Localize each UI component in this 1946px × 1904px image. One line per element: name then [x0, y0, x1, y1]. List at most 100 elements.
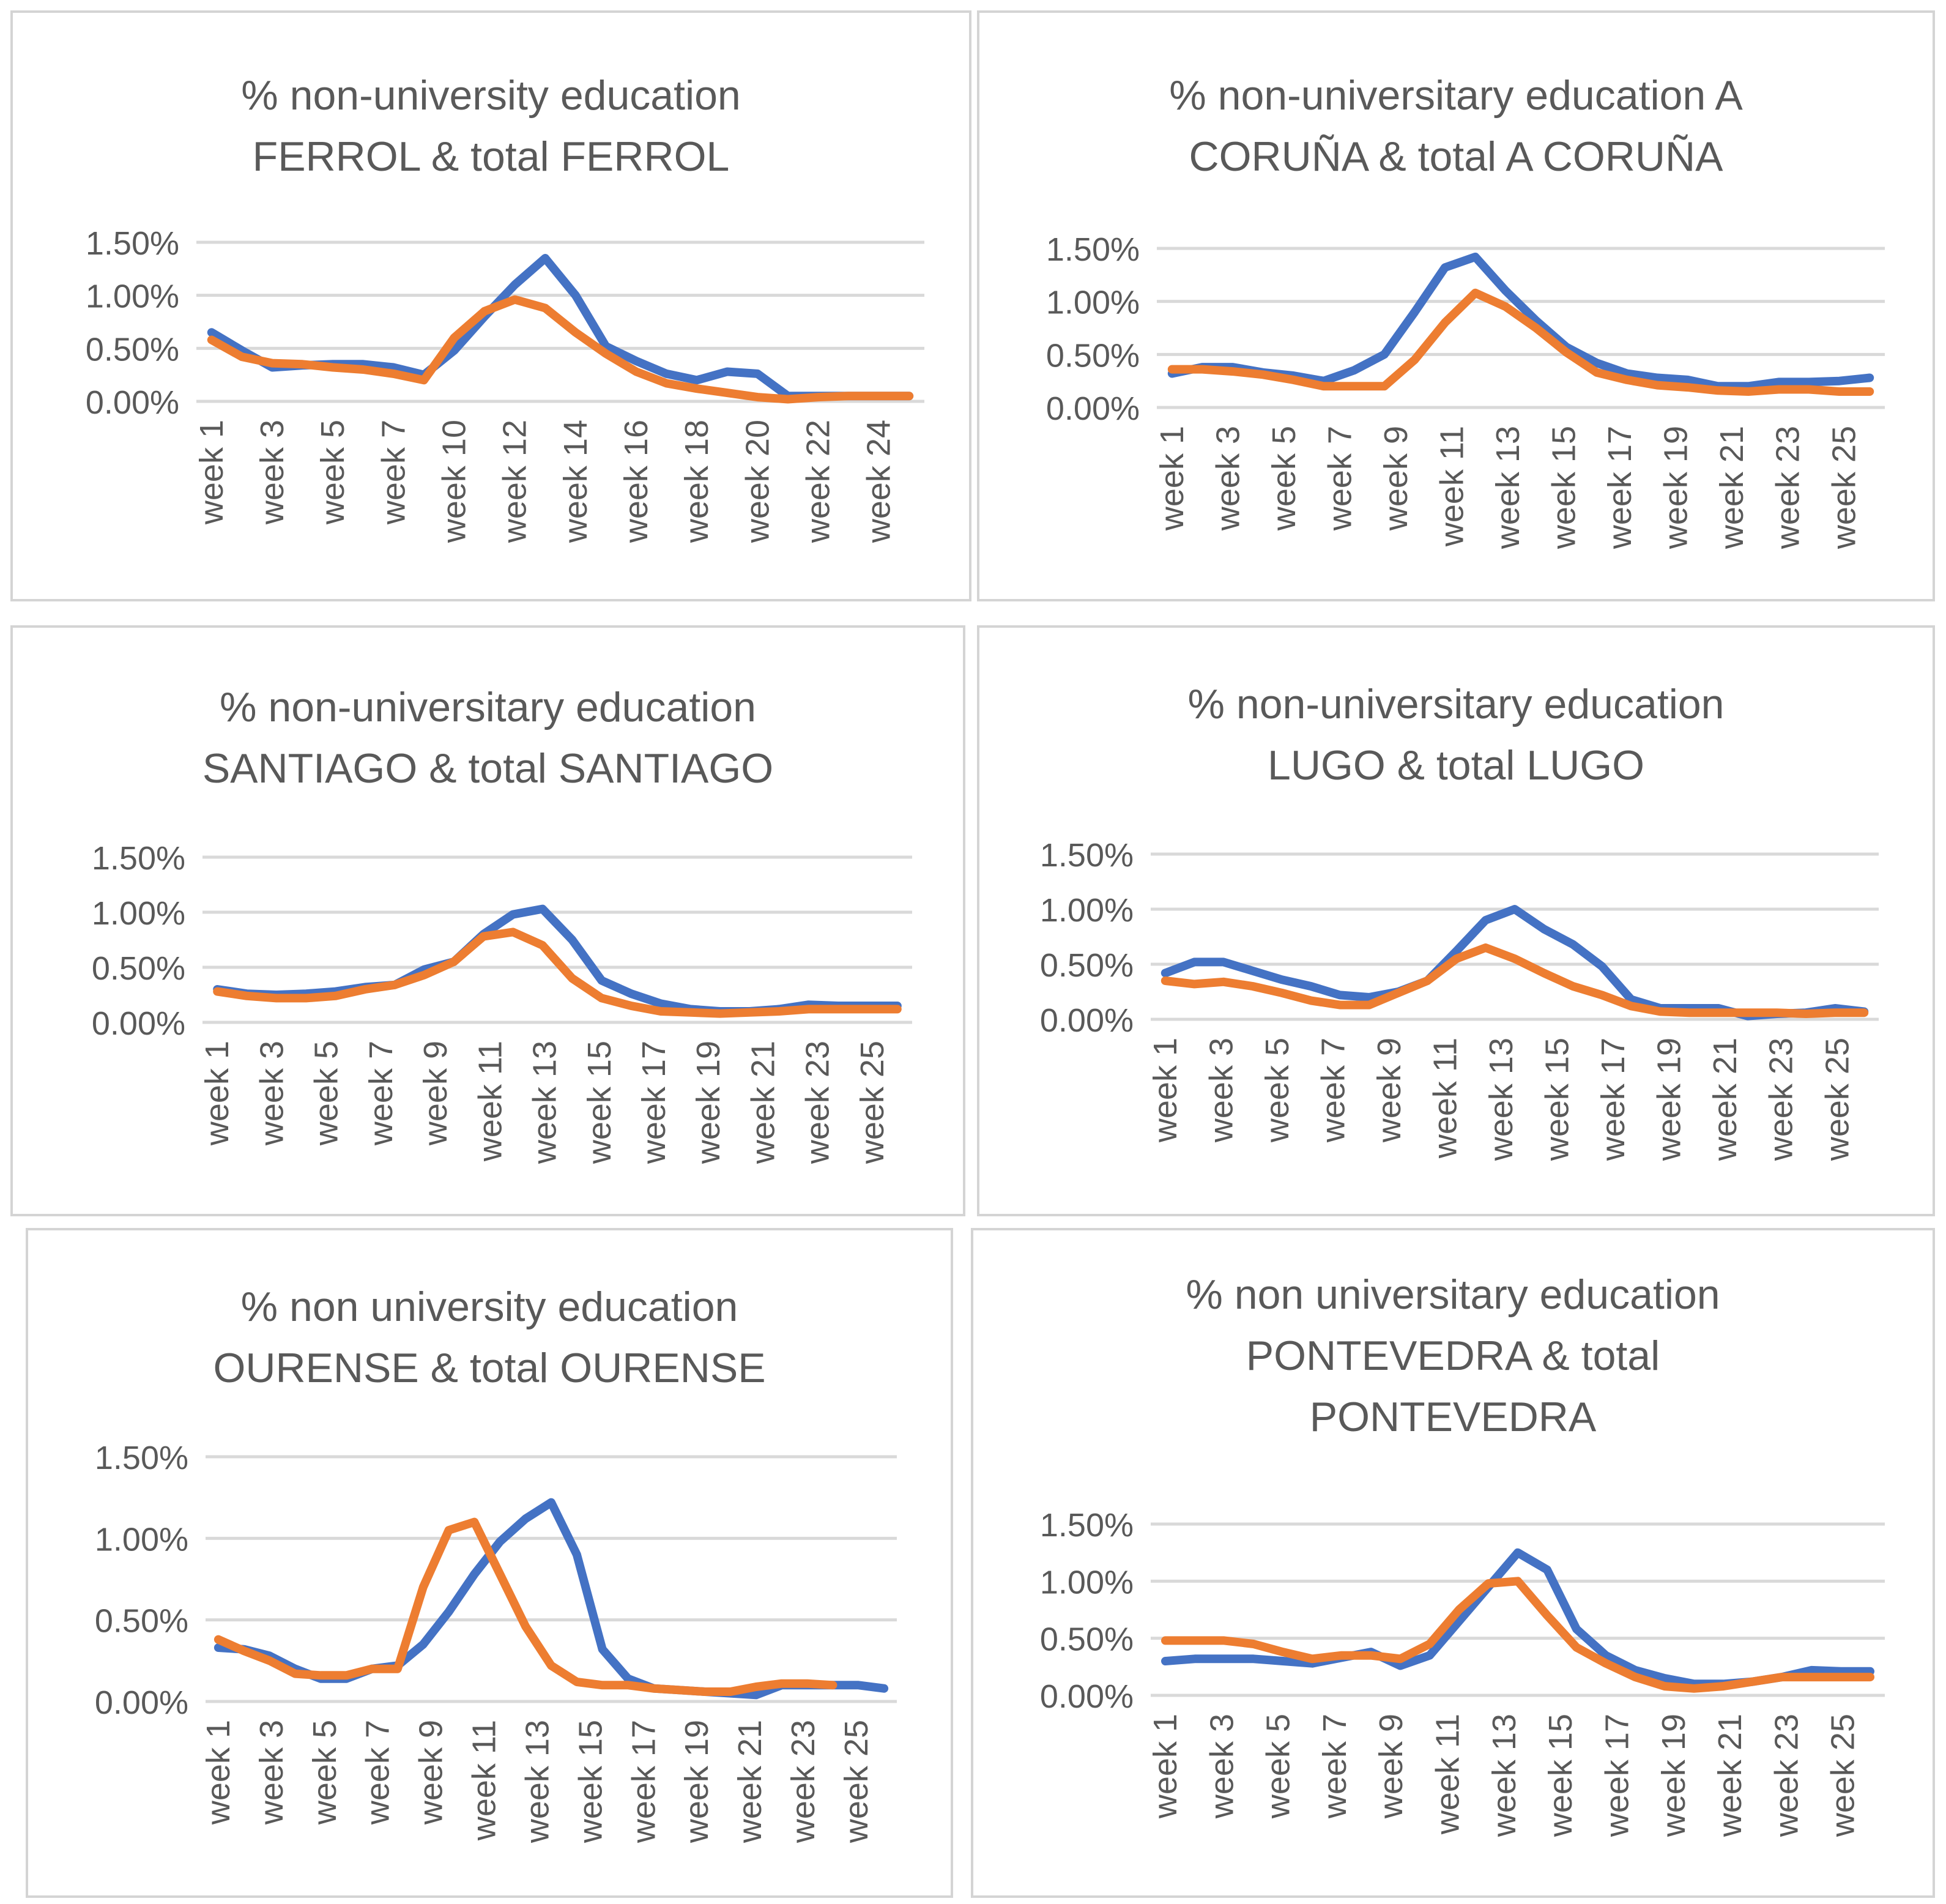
series-line-2 — [214, 1517, 837, 1696]
x-tick-label: week 20 — [739, 420, 776, 543]
chart-panel-lugo: % non-universitary education LUGO & tota… — [977, 625, 1935, 1216]
series-line-2 — [213, 928, 902, 1018]
x-tick-label: week 1 — [1147, 1714, 1184, 1819]
x-tick-label: week 15 — [1542, 1714, 1579, 1837]
chart-panel-ourense: % non university education OURENSE & tot… — [26, 1228, 953, 1898]
x-tick-label: week 15 — [1546, 426, 1583, 549]
chart-title: % non-universitary education A CORUÑA & … — [1169, 72, 1743, 180]
y-tick-label: 1.00% — [1040, 892, 1134, 929]
x-tick-label: week 9 — [1378, 426, 1414, 531]
x-tick-label: week 11 — [1430, 1714, 1466, 1835]
x-tick-label: week 9 — [1373, 1714, 1409, 1819]
x-tick-label: week 21 — [745, 1041, 781, 1164]
x-tick-label: week 3 — [253, 1041, 290, 1146]
x-tick-label: week 9 — [417, 1041, 454, 1146]
x-tick-label: week 15 — [1539, 1038, 1576, 1161]
x-tick-label: week 11 — [466, 1720, 503, 1841]
x-tick-label: week 1 — [200, 1720, 237, 1825]
x-tick-label: week 10 — [436, 420, 472, 543]
x-tick-label: week 23 — [1770, 426, 1807, 549]
series-line-1 — [207, 254, 914, 401]
x-tick-label: week 1 — [1154, 426, 1190, 531]
series-line-2 — [207, 295, 914, 404]
y-tick-label: 0.50% — [86, 331, 179, 368]
series-line-2 — [1161, 1577, 1874, 1693]
x-tick-label: week 5 — [1260, 1714, 1297, 1819]
x-tick-label: week 7 — [360, 1720, 396, 1825]
x-tick-label: week 17 — [636, 1041, 672, 1164]
x-tick-label: week 21 — [732, 1720, 768, 1843]
x-tick-label: week 17 — [625, 1720, 662, 1843]
x-tick-label: week 23 — [1768, 1714, 1805, 1837]
y-tick-label: 1.00% — [1040, 1564, 1134, 1601]
x-tick-label: week 25 — [854, 1041, 891, 1164]
x-tick-label: week 25 — [838, 1720, 875, 1843]
y-tick-label: 1.50% — [1040, 1507, 1134, 1544]
x-tick-label: week 5 — [308, 1041, 345, 1146]
y-tick-label: 0.50% — [1040, 947, 1134, 984]
x-tick-label: week 5 — [1266, 426, 1302, 531]
x-tick-label: week 25 — [1825, 1714, 1862, 1837]
x-tick-label: week 13 — [519, 1720, 555, 1843]
chart-title: % non-universitary education LUGO & tota… — [1187, 681, 1725, 789]
x-tick-label: week 11 — [1433, 426, 1470, 547]
x-tick-label: week 3 — [1203, 1714, 1240, 1819]
x-tick-label: week 17 — [1595, 1038, 1632, 1161]
x-tick-label: week 19 — [1651, 1038, 1688, 1161]
chart-panel-ferrol: % non-university education FERROL & tota… — [10, 10, 971, 601]
x-tick-label: week 11 — [1427, 1038, 1463, 1159]
x-tick-label: week 15 — [572, 1720, 609, 1843]
x-tick-label: week 21 — [1707, 1038, 1744, 1161]
line-chart-ourense: 1.50% 1.00% 0.50% 0.00% week 1 week 3 week 5 we… — [95, 1440, 897, 1843]
x-tick-label: week 15 — [581, 1041, 618, 1164]
x-tick-label: week 7 — [1317, 1714, 1353, 1819]
x-tick-label: week 19 — [678, 1720, 715, 1843]
y-tick-label: 0.00% — [92, 1005, 185, 1042]
x-tick-label: week 5 — [1259, 1038, 1296, 1143]
y-tick-label: 0.50% — [95, 1603, 188, 1640]
x-tick-label: week 14 — [557, 420, 594, 543]
chart-panel-santiago: % non-universitary education SANTIAGO & … — [10, 625, 965, 1216]
x-tick-label: week 21 — [1714, 426, 1750, 549]
line-chart-santiago: 1.50% 1.00% 0.50% 0.00% week 1 week 3 week 5 we… — [92, 840, 912, 1164]
chart-panel-a-coruna: % non-universitary education A CORUÑA & … — [977, 10, 1935, 601]
x-tick-label: week 11 — [472, 1041, 508, 1162]
line-chart-lugo: 1.50% 1.00% 0.50% 0.00% week 1 week 3 week 5 we… — [1040, 837, 1879, 1161]
line-chart-a-coruna: 1.50% 1.00% 0.50% 0.00% week 1 week 3 week 5 we… — [1046, 231, 1885, 549]
x-tick-label: week 12 — [497, 420, 533, 543]
y-tick-label: 0.00% — [1040, 1678, 1134, 1715]
x-tick-label: week 25 — [1825, 426, 1862, 549]
x-tick-label: week 9 — [1371, 1038, 1408, 1143]
y-tick-label: 0.50% — [92, 950, 185, 987]
y-tick-label: 1.00% — [86, 278, 179, 315]
y-tick-label: 1.00% — [1046, 284, 1140, 321]
x-tick-label: week 18 — [678, 420, 715, 543]
x-tick-label: week 13 — [527, 1041, 563, 1164]
chart-title: % non-university education FERROL & tota… — [241, 72, 741, 180]
series-line-2 — [1161, 943, 1869, 1018]
x-tick-label: week 7 — [363, 1041, 399, 1146]
x-tick-label: week 23 — [785, 1720, 822, 1843]
x-tick-label: week 23 — [800, 1041, 836, 1164]
y-tick-label: 1.00% — [95, 1521, 188, 1558]
x-tick-label: week 7 — [1321, 426, 1358, 531]
x-tick-label: week 19 — [690, 1041, 727, 1164]
x-tick-label: week 7 — [1315, 1038, 1351, 1143]
chart-title: % non-universitary education SANTIAGO & … — [202, 684, 774, 792]
chart-panel-pontevedra: % non universitary education PONTEVEDRA … — [971, 1228, 1935, 1898]
y-tick-label: 1.50% — [86, 225, 179, 262]
y-tick-label: 0.00% — [1046, 390, 1140, 427]
x-tick-label: week 17 — [1599, 1714, 1635, 1837]
x-tick-label: week 16 — [618, 420, 655, 543]
x-tick-label: week 7 — [375, 420, 412, 525]
x-tick-label: week 9 — [413, 1720, 450, 1825]
y-tick-label: 0.50% — [1040, 1621, 1134, 1658]
x-tick-label: week 17 — [1602, 426, 1638, 549]
series-line-1 — [1161, 1548, 1874, 1689]
x-tick-label: week 21 — [1712, 1714, 1748, 1837]
line-chart-ferrol: 1.50% 1.00% 0.50% 0.00% week 1 week 3 week 5 we… — [86, 225, 924, 543]
x-tick-label: week 13 — [1483, 1038, 1520, 1161]
chart-title: % non universitary education PONTEVEDRA … — [1186, 1271, 1720, 1440]
x-tick-label: week 3 — [1209, 426, 1246, 531]
x-tick-label: week 13 — [1486, 1714, 1523, 1837]
